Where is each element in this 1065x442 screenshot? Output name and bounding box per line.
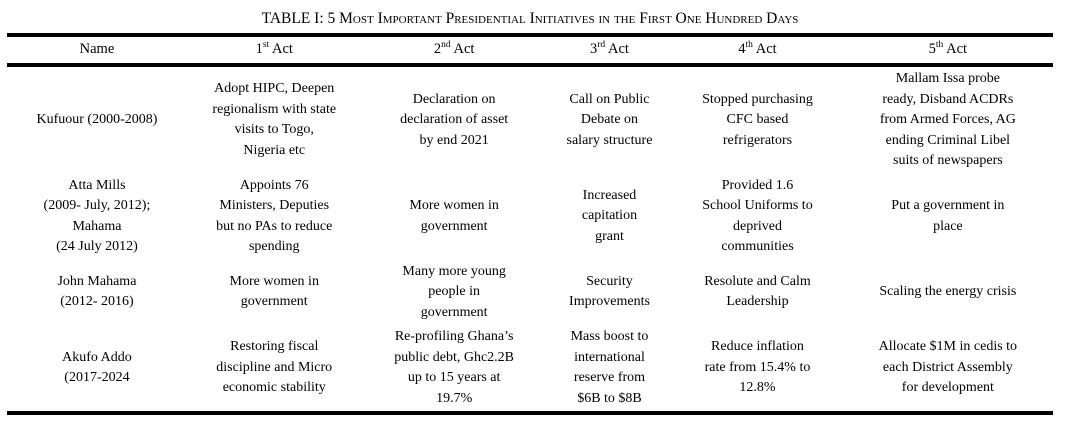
- act-cell: Stopped purchasing CFC based refrigerato…: [702, 91, 813, 148]
- act-cell: Provided 1.6 School Uniforms to deprived…: [702, 177, 813, 255]
- column-header-act1: 1st Act: [186, 35, 362, 67]
- presidential-initiatives-table: Name 1st Act 2nd Act 3rd Act 4th Act 5th…: [7, 33, 1053, 415]
- ordinal-number: 5: [928, 41, 936, 57]
- column-header-act2: 2nd Act: [361, 35, 547, 67]
- table-row-kufuour: Kufuour (2000-2008) Adopt HIPC, Deepen r…: [7, 65, 1053, 174]
- header-word: Act: [453, 41, 475, 57]
- ordinal-number: 3: [590, 41, 598, 57]
- act-cell: Call on Public Debate on salary structur…: [566, 91, 653, 148]
- act-cell: Many more young people in government: [402, 263, 506, 320]
- act-cell: Restoring fiscal discipline and Micro ec…: [216, 339, 333, 396]
- table-row-john-mahama: John Mahama (2012- 2016) More women in g…: [7, 260, 1053, 326]
- ordinal-number: 2: [433, 41, 442, 57]
- header-word: Act: [946, 41, 968, 57]
- act-cell: More women in government: [409, 198, 499, 234]
- ordinal-number: 4: [738, 41, 746, 57]
- act-cell: Appoints 76 Ministers, Deputies but no P…: [216, 177, 333, 255]
- act-cell: Increased capitation grant: [581, 187, 638, 244]
- table-title: TABLE I: 5 Most Important Presidential I…: [261, 10, 799, 27]
- act-cell: Allocate $1M in cedis to each District A…: [878, 339, 1018, 396]
- act-cell: Security Improvements: [569, 273, 650, 310]
- act-cell: More women in government: [229, 273, 319, 310]
- president-name-cell: John Mahama (2012- 2016): [57, 273, 137, 310]
- ordinal-suffix: nd: [441, 40, 451, 51]
- president-name-cell: Akufo Addo (2017-2024: [62, 349, 132, 386]
- table-header-row: Name 1st Act 2nd Act 3rd Act 4th Act 5th…: [7, 35, 1053, 67]
- column-header-act4: 4th Act: [672, 35, 843, 67]
- act-cell: Mass boost to international reserve from…: [570, 329, 649, 406]
- president-name-cell: Kufuour (2000-2008): [36, 112, 158, 127]
- president-name-cell: Atta Mills (2009- July, 2012); Mahama (2…: [43, 177, 151, 255]
- column-header-act5: 5th Act: [842, 35, 1053, 67]
- act-cell: Re-profiling Ghana’s public debt, Ghc2.2…: [394, 329, 515, 406]
- ordinal-number: 1: [255, 41, 263, 57]
- act-cell: Declaration on declaration of asset by e…: [400, 91, 509, 148]
- ordinal-suffix: th: [745, 40, 753, 51]
- table-row-atta-mills: Atta Mills (2009- July, 2012); Mahama (2…: [7, 174, 1053, 260]
- act-cell: Reduce inflation rate from 15.4% to 12.8…: [704, 339, 811, 396]
- act-cell: Put a government in place: [891, 198, 1005, 234]
- act-cell: Mallam Issa probe ready, Disband ACDRs f…: [879, 71, 1016, 168]
- act-cell: Scaling the energy crisis: [879, 284, 1017, 299]
- ordinal-suffix: th: [935, 40, 944, 51]
- act-cell: Resolute and Calm Leadership: [704, 273, 811, 310]
- header-word: Act: [755, 41, 777, 57]
- header-word: Act: [608, 41, 629, 57]
- ordinal-suffix: rd: [597, 40, 606, 51]
- column-header-name: Name: [7, 35, 187, 67]
- header-word: Act: [271, 41, 293, 57]
- page: TABLE I: 5 Most Important Presidential I…: [7, 10, 1053, 415]
- table-row-akufo-addo: Akufo Addo (2017-2024 Restoring fiscal d…: [7, 325, 1053, 413]
- act-cell: Adopt HIPC, Deepen regionalism with stat…: [212, 81, 337, 158]
- ordinal-suffix: st: [262, 40, 270, 51]
- column-header-act3: 3rd Act: [546, 35, 673, 67]
